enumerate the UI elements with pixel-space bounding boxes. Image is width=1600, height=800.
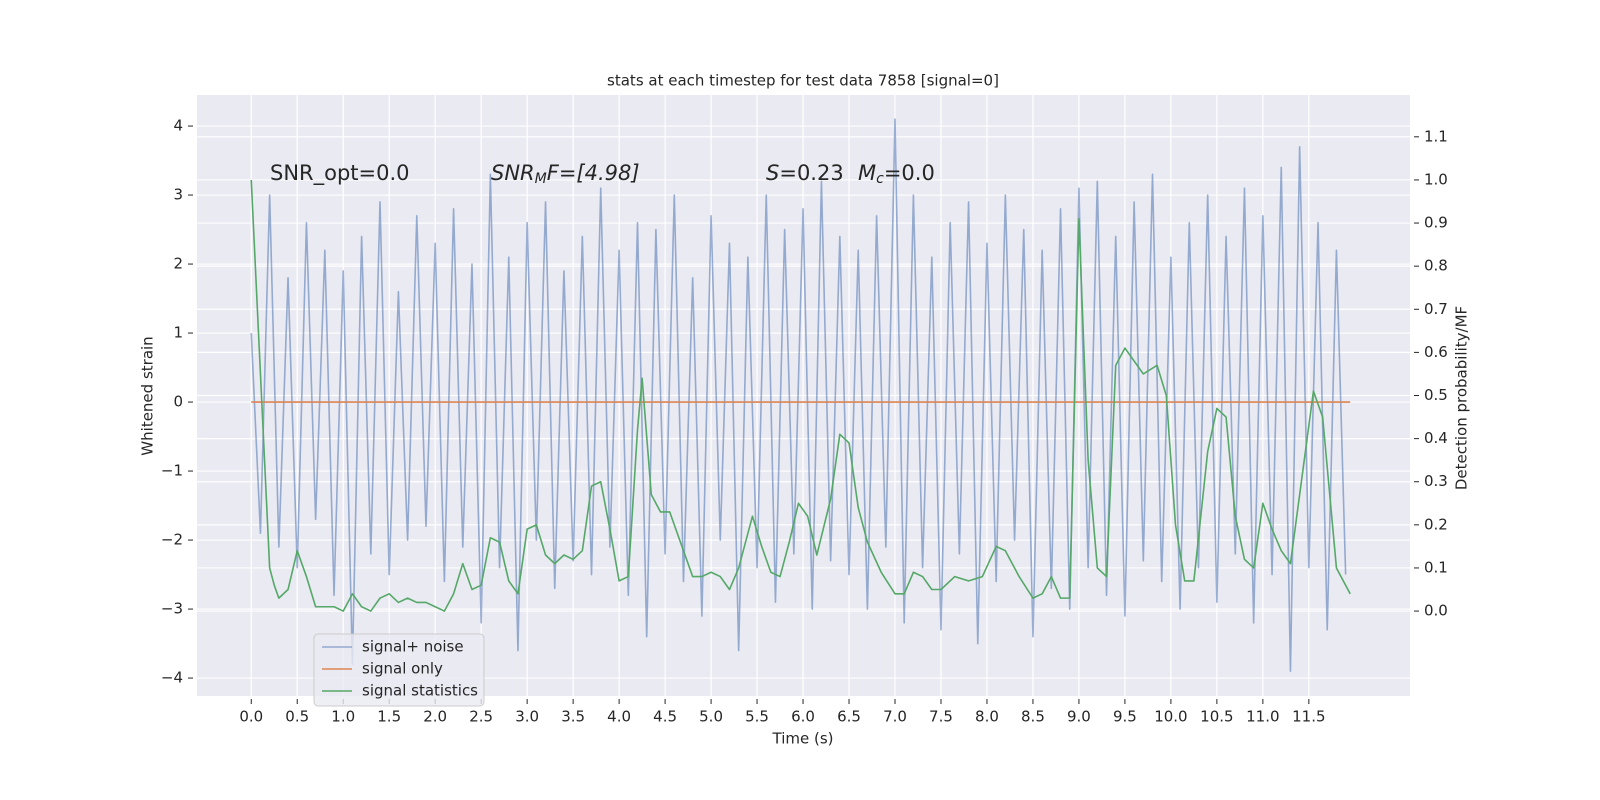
x-tick-label: 1.0 (331, 708, 355, 726)
y2-tick-label: 0.0 (1424, 602, 1448, 620)
y2-tick-label: 1.1 (1424, 127, 1448, 145)
legend-label: signal only (362, 660, 443, 678)
annotation-part: M (858, 161, 876, 185)
x-tick-label: 10.0 (1154, 708, 1187, 726)
annotation: S=0.23 (766, 161, 844, 185)
y2-tick-label: 0.1 (1424, 558, 1448, 576)
x-tick-label: 4.0 (607, 708, 631, 726)
annotation-part: c (876, 171, 884, 187)
y2-tick-label: 0.5 (1424, 386, 1448, 404)
annotation-part: SNR (491, 161, 535, 185)
y2-tick-label: 0.3 (1424, 472, 1448, 490)
x-tick-label: 9.5 (1113, 708, 1137, 726)
y-tick-label: 4 (173, 117, 183, 135)
series-line (250, 118, 1347, 672)
x-tick-label: 7.0 (883, 708, 907, 726)
chart-title: stats at each timestep for test data 785… (607, 72, 999, 90)
x-tick-label: 11.0 (1246, 708, 1279, 726)
x-tick-label: 6.0 (791, 708, 815, 726)
y2-tick-label: 0.6 (1424, 343, 1448, 361)
y-tick-label: −2 (161, 531, 183, 549)
y2-tick-label: 0.7 (1424, 300, 1448, 318)
y-tick-label: 2 (173, 255, 183, 273)
annotation-part: =0.23 (779, 161, 843, 185)
x-tick-label: 3.5 (561, 708, 585, 726)
x-tick-label: 8.5 (1021, 708, 1045, 726)
x-tick-label: 9.0 (1067, 708, 1091, 726)
legend-label: signal statistics (362, 682, 478, 700)
x-tick-label: 4.5 (653, 708, 677, 726)
x-tick-label: 2.0 (423, 708, 447, 726)
x-axis-label: Time (s) (772, 730, 834, 748)
y-tick-label: −4 (161, 669, 183, 687)
legend-label: signal+ noise (362, 638, 464, 656)
annotation-part: F=[4.98] (547, 161, 640, 185)
y-tick-label: −3 (161, 600, 183, 618)
x-tick-label: 2.5 (469, 708, 493, 726)
annotation-part: =0.0 (884, 161, 935, 185)
annotation: Mc=0.0 (858, 161, 935, 187)
y2-tick-label: 0.9 (1424, 214, 1448, 232)
y2-tick-label: 0.2 (1424, 515, 1448, 533)
x-tick-label: 7.5 (929, 708, 953, 726)
x-tick-label: 5.5 (745, 708, 769, 726)
x-tick-label: 8.0 (975, 708, 999, 726)
x-tick-label: 0.0 (239, 708, 263, 726)
x-tick-label: 0.5 (285, 708, 309, 726)
y2-tick-label: 0.4 (1424, 429, 1448, 447)
y2-axis-label: Detection probability/MF (1453, 306, 1471, 490)
x-tick-label: 6.5 (837, 708, 861, 726)
legend: signal+ noise signal only signal statistic… (313, 633, 485, 707)
y-tick-label: 1 (173, 324, 183, 342)
x-tick-label: 3.0 (515, 708, 539, 726)
annotation-part: M (535, 171, 547, 187)
x-tick-label: 10.5 (1200, 708, 1233, 726)
y-axis-label: Whitened strain (139, 336, 157, 455)
legend-box (313, 633, 485, 707)
y-tick-label: 3 (173, 186, 183, 204)
y-tick-label: −1 (161, 462, 183, 480)
y2-tick-label: 1.0 (1424, 170, 1448, 188)
annotation: SNR_opt=0.0 (270, 161, 410, 186)
x-tick-label: 1.5 (377, 708, 401, 726)
y-tick-label: 0 (173, 393, 183, 411)
annotation: SNRMF=[4.98] (491, 161, 640, 187)
y2-tick-label: 0.8 (1424, 257, 1448, 275)
annotation-part: S (766, 161, 779, 185)
x-tick-label: 11.5 (1292, 708, 1325, 726)
series-line (250, 179, 1351, 612)
x-tick-label: 5.0 (699, 708, 723, 726)
